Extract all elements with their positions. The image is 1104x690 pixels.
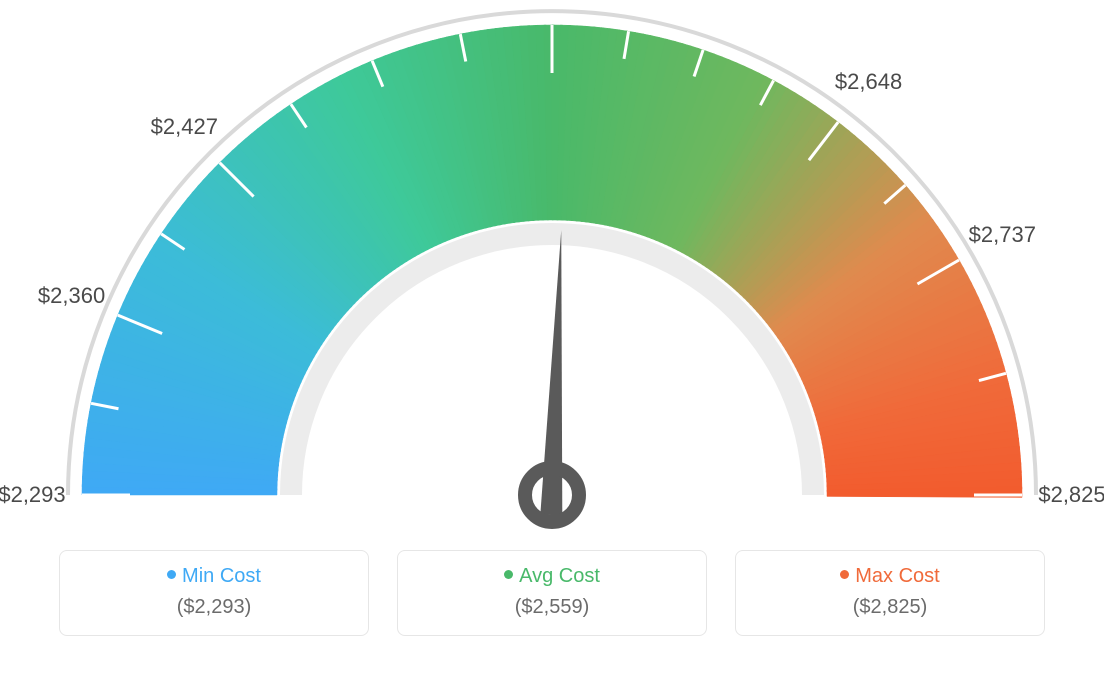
- legend-row: Min Cost ($2,293) Avg Cost ($2,559) Max …: [0, 550, 1104, 636]
- legend-title-min: Min Cost: [70, 565, 358, 588]
- gauge-tick-label: $2,427: [151, 114, 218, 140]
- legend-title-avg: Avg Cost: [408, 565, 696, 588]
- gauge-svg: [0, 0, 1104, 550]
- legend-dot-min: [167, 570, 176, 579]
- legend-dot-max: [840, 570, 849, 579]
- legend-value-max: ($2,825): [746, 596, 1034, 619]
- legend-title-min-text: Min Cost: [182, 565, 261, 587]
- gauge-tick-label: $2,648: [835, 69, 902, 95]
- legend-value-min: ($2,293): [70, 596, 358, 619]
- gauge-tick-label: $2,360: [38, 283, 105, 309]
- legend-card-max: Max Cost ($2,825): [735, 550, 1045, 636]
- gauge-tick-label: $2,737: [969, 222, 1036, 248]
- legend-title-max: Max Cost: [746, 565, 1034, 588]
- legend-title-max-text: Max Cost: [855, 565, 939, 587]
- gauge-chart: $2,293$2,360$2,427$2,559$2,648$2,737$2,8…: [0, 0, 1104, 550]
- gauge-tick-label: $2,825: [1038, 482, 1104, 508]
- legend-title-avg-text: Avg Cost: [519, 565, 600, 587]
- legend-value-avg: ($2,559): [408, 596, 696, 619]
- gauge-tick-label: $2,293: [0, 482, 66, 508]
- legend-card-min: Min Cost ($2,293): [59, 550, 369, 636]
- legend-card-avg: Avg Cost ($2,559): [397, 550, 707, 636]
- legend-dot-avg: [504, 570, 513, 579]
